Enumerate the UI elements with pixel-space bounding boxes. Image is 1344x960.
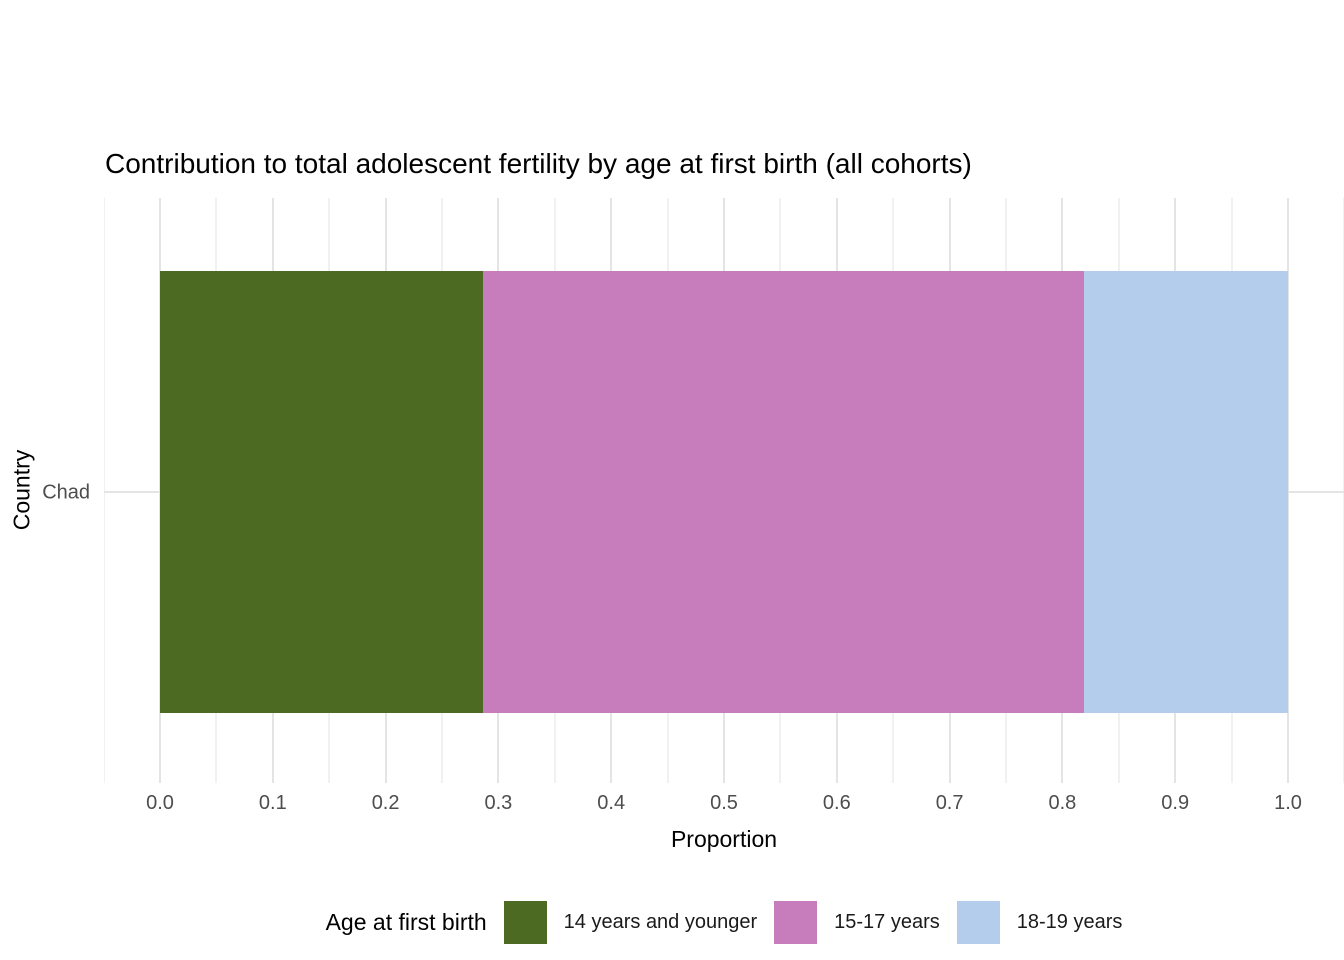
legend-item: 14 years and younger <box>503 900 758 944</box>
plot-panel <box>104 198 1344 783</box>
chart-title: Contribution to total adolescent fertili… <box>105 148 972 179</box>
legend-swatch <box>774 900 818 944</box>
legend-item-label: 18-19 years <box>1016 910 1123 933</box>
x-tick-label: 0.6 <box>822 792 851 814</box>
x-tick-label: 0.5 <box>710 792 738 814</box>
legend-item: 18-19 years <box>956 900 1123 944</box>
x-tick-label: 0.7 <box>935 792 964 814</box>
legend-swatch <box>503 900 547 944</box>
x-tick-label: 0.8 <box>1048 792 1077 814</box>
bar-segment-2 <box>482 271 1084 713</box>
minor-gridline <box>104 198 105 783</box>
x-tick-label: 0.1 <box>258 792 287 814</box>
x-tick-label: 1.0 <box>1274 792 1302 814</box>
x-tick-label: 0.0 <box>146 792 174 814</box>
bar-segment-1 <box>160 271 483 713</box>
legend-item: 15-17 years <box>774 900 940 944</box>
x-tick-label: 0.4 <box>597 792 626 814</box>
legend-title: Age at first birth <box>325 908 487 935</box>
y-tick-label-chad: Chad <box>42 481 90 504</box>
x-tick-label: 0.3 <box>484 792 513 814</box>
x-tick-label: 0.2 <box>371 792 400 814</box>
legend-item-label: 15-17 years <box>834 910 940 933</box>
legend-item-label: 14 years and younger <box>563 910 758 933</box>
major-gridline <box>1287 198 1289 783</box>
legend-items: 14 years and younger 15-17 years 18-19 yea… <box>503 900 1123 944</box>
legend-swatch <box>956 900 1000 944</box>
x-tick-label: 0.9 <box>1161 792 1190 814</box>
bar-segment-3 <box>1083 271 1288 713</box>
x-axis-title: Proportion <box>670 826 778 852</box>
legend: Age at first birth 14 years and younger 1… <box>104 899 1344 945</box>
